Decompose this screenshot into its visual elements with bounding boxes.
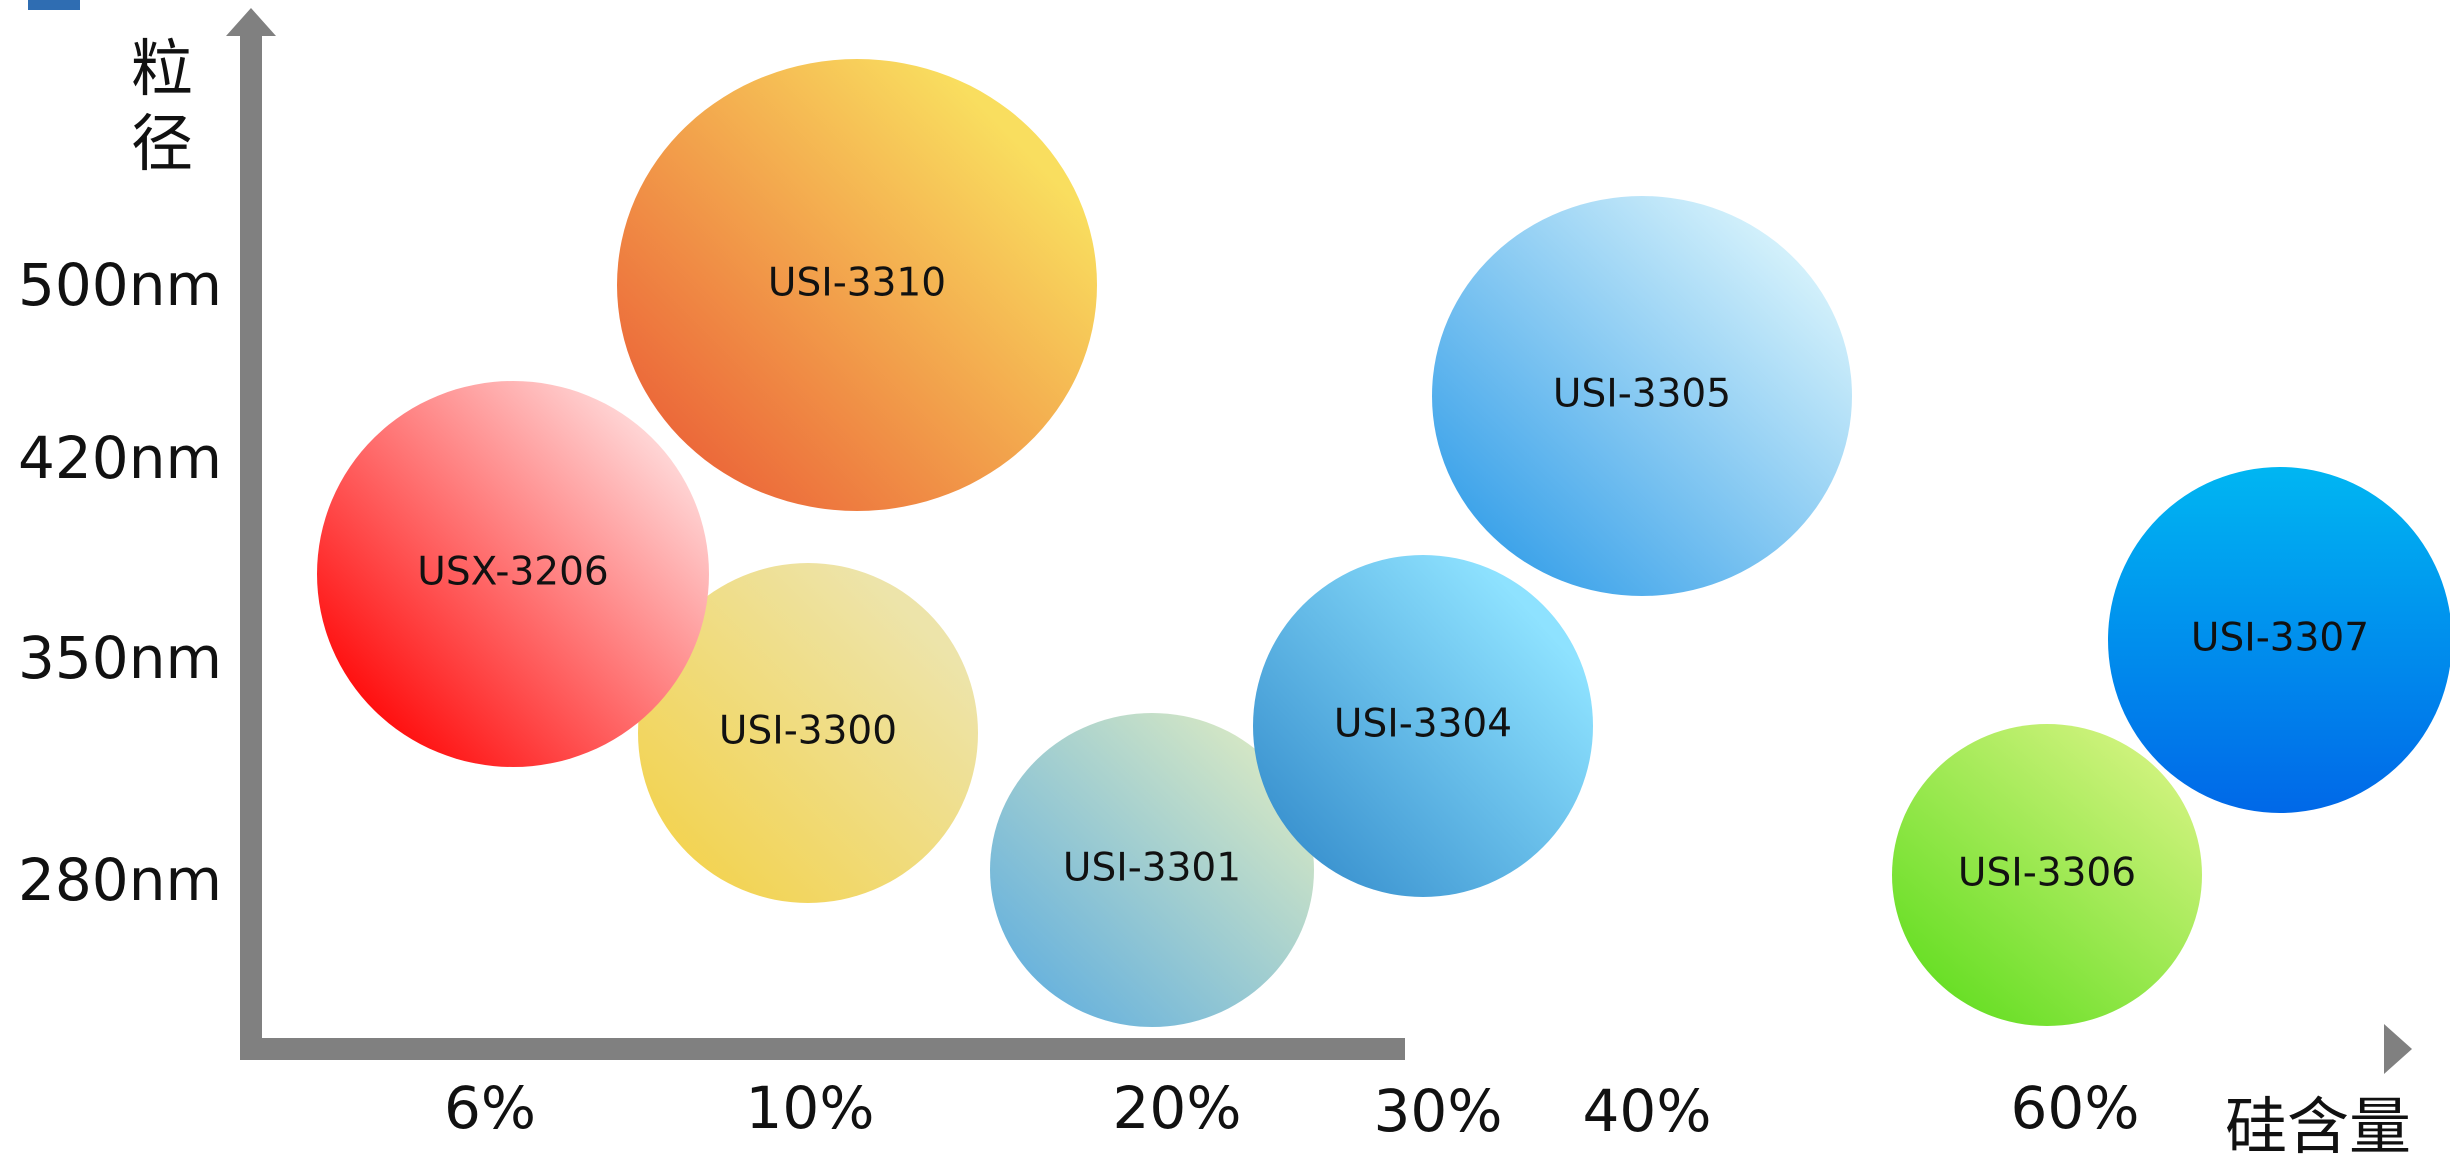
- x-tick-labels: 6% 10% 20% 30% 40% 60%: [444, 1074, 2139, 1145]
- bubble-label: USI-3301: [1063, 846, 1241, 891]
- y-tick-label: 350nm: [18, 624, 222, 692]
- axes: [226, 8, 2412, 1074]
- bubble-shape: [990, 713, 1314, 1027]
- bubble-shape: [1892, 724, 2202, 1026]
- corner-marker: [28, 0, 80, 10]
- x-axis-title: 硅含量: [2225, 1090, 2411, 1159]
- x-tick-label: 10%: [746, 1074, 875, 1142]
- bubble-usi-3300: USI-3300: [638, 563, 978, 903]
- x-tick-label: 40%: [1583, 1077, 1712, 1145]
- y-axis-title-char-2: 径: [131, 107, 193, 180]
- y-tick-label: 500nm: [18, 251, 222, 319]
- x-axis-arrow: [2384, 1024, 2412, 1074]
- bubble-usx-3206: USX-3206: [317, 381, 709, 767]
- y-axis-title-char-1: 粒: [131, 32, 193, 105]
- bubble-shape: [1253, 555, 1593, 897]
- bubble-label: USI-3307: [2191, 616, 2369, 661]
- bubble-label: USI-3306: [1958, 851, 2136, 896]
- x-axis-line: [240, 1038, 1405, 1060]
- x-tick-label: 6%: [444, 1074, 536, 1142]
- x-tick-label: 20%: [1113, 1074, 1242, 1142]
- bubble-usi-3306: USI-3306: [1892, 724, 2202, 1026]
- y-tick-labels: 500nm 420nm 350nm 280nm: [18, 251, 222, 914]
- bubble-label: USI-3304: [1334, 702, 1512, 747]
- y-axis-arrow: [226, 8, 276, 36]
- bubble-usi-3301: USI-3301: [990, 713, 1314, 1027]
- bubble-label: USI-3310: [768, 261, 946, 306]
- bubbles: USI-3310 USI-3300 USX-3206 USI-3305 USI-3301…: [317, 59, 2450, 1027]
- bubble-usi-3305: USI-3305: [1432, 196, 1852, 596]
- bubble-shape: [317, 381, 709, 767]
- bubble-shape: [617, 59, 1097, 511]
- bubble-usi-3310: USI-3310: [617, 59, 1097, 511]
- bubble-shape: [2108, 467, 2450, 813]
- bubble-label: USX-3206: [417, 550, 608, 595]
- y-tick-label: 420nm: [18, 424, 222, 492]
- y-tick-label: 280nm: [18, 846, 222, 914]
- bubble-usi-3304: USI-3304: [1253, 555, 1593, 897]
- bubble-shape: [638, 563, 978, 903]
- bubble-label: USI-3300: [719, 709, 897, 754]
- bubble-usi-3307: USI-3307: [2108, 467, 2450, 813]
- bubble-shape: [1432, 196, 1852, 596]
- y-axis-line: [240, 30, 262, 1060]
- x-tick-label: 30%: [1374, 1077, 1503, 1145]
- x-tick-label: 60%: [2011, 1074, 2140, 1142]
- bubble-label: USI-3305: [1553, 372, 1731, 417]
